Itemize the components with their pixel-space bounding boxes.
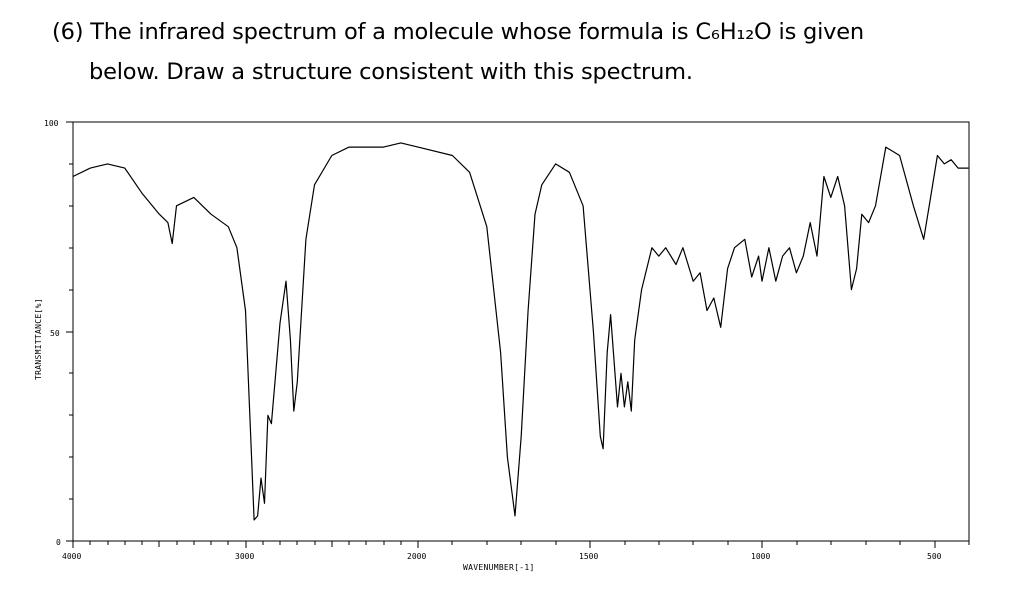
x-axis-title: WAVENUMBER[-1] — [463, 563, 535, 572]
x-tick-1500: 1500 — [579, 552, 598, 561]
x-axis-ticks — [72, 541, 970, 548]
question-line-1: (6) The infrared spectrum of a molecule … — [52, 19, 864, 45]
x-tick-2000: 2000 — [407, 552, 426, 561]
question-text: (6) The infrared spectrum of a molecule … — [52, 12, 864, 92]
question-line-2: below. Draw a structure consistent with … — [89, 59, 693, 85]
spectrum-line — [72, 142, 969, 521]
y-tick-100: 100 — [44, 119, 59, 128]
y-axis-ticks — [66, 121, 73, 542]
x-tick-1000: 1000 — [751, 552, 770, 561]
x-tick-500: 500 — [927, 552, 942, 561]
x-tick-3000: 3000 — [235, 552, 254, 561]
y-tick-0: 0 — [56, 538, 61, 547]
x-tick-4000: 4000 — [62, 552, 81, 561]
y-tick-50: 50 — [50, 329, 60, 338]
y-axis-title: TRANSMITTANCE[%] — [34, 298, 43, 380]
